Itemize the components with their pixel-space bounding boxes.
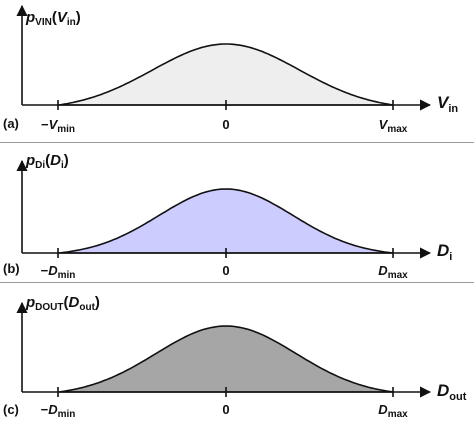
x-label-sub: in: [448, 103, 458, 115]
y-label-arg-sub: out: [79, 302, 95, 313]
tick-label-b-1: 0: [222, 263, 229, 278]
tick-label-b-0: −Dmin: [41, 263, 76, 281]
y-label-open: (: [64, 294, 69, 311]
x-label-sub: out: [449, 391, 466, 403]
tick-label-a-2: Vmax: [379, 117, 408, 135]
tick-main: V: [49, 117, 59, 132]
tick-label-c-2: Dmax: [378, 402, 408, 420]
tick-label-a-1: 0: [222, 117, 229, 132]
tick-sub: min: [58, 270, 76, 281]
y-axis-label-a: pVIN(Vin): [25, 9, 81, 28]
tick-label-a-0: −Vmin: [41, 117, 75, 135]
y-label-arg: V: [57, 9, 69, 26]
y-label-close: ): [64, 152, 69, 169]
tick-prefix: −: [41, 402, 49, 417]
tick-sub: max: [388, 270, 408, 281]
panel-label-c: (c): [3, 402, 19, 417]
y-label-main: p: [25, 294, 35, 311]
y-axis-label-c: pDOUT(Dout): [25, 294, 100, 313]
x-label-sub: i: [449, 251, 452, 263]
tick-main: D: [48, 402, 58, 417]
y-label-sub: VIN: [35, 17, 52, 28]
tick-main: D: [378, 263, 388, 278]
y-label-arg: D: [69, 294, 80, 311]
y-label-sub: Di: [35, 160, 45, 171]
density-area-c: [58, 325, 394, 393]
panel-label-a: (a): [3, 116, 19, 131]
panel-label-b: (b): [3, 261, 20, 276]
y-label-open: (: [45, 152, 50, 169]
tick-main: D: [48, 263, 58, 278]
tick-main: 0: [222, 263, 229, 278]
tick-main: D: [378, 402, 388, 417]
y-label-sub: DOUT: [35, 302, 63, 313]
tick-label-c-1: 0: [222, 402, 229, 417]
tick-main: V: [379, 117, 389, 132]
density-area-a: [58, 43, 394, 106]
y-label-close: ): [95, 294, 100, 311]
tick-main: 0: [222, 117, 229, 132]
tick-prefix: −: [41, 117, 49, 132]
density-area-b: [58, 188, 394, 254]
panel-c: −Dmin 0 Dmax pDOUT(Dout) Dout (c): [0, 282, 474, 422]
panel-b: −Dmin 0 Dmax pDi(Di) Di (b): [0, 142, 474, 282]
y-label-main: p: [25, 9, 35, 26]
tick-label-c-0: −Dmin: [41, 402, 76, 420]
x-axis-label-c: Dout: [437, 381, 467, 403]
panel-a: −Vmin 0 Vmax pVIN(Vin) Vin (a): [0, 0, 474, 142]
y-label-open: (: [52, 9, 57, 26]
tick-sub: min: [57, 124, 75, 135]
x-axis-label-b: Di: [437, 241, 452, 263]
tick-sub: max: [388, 409, 408, 420]
tick-prefix: −: [41, 263, 49, 278]
y-axis-label-b: pDi(Di): [25, 152, 69, 171]
y-label-main: p: [25, 152, 35, 169]
y-label-arg-sub: i: [61, 160, 64, 171]
tick-main: 0: [222, 402, 229, 417]
y-label-arg: D: [50, 152, 61, 169]
tick-sub: max: [387, 124, 407, 135]
y-label-arg-sub: in: [67, 17, 76, 28]
x-axis-label-a: Vin: [437, 93, 458, 115]
y-label-close: ): [76, 9, 81, 26]
x-label-main: V: [437, 93, 450, 112]
tick-label-b-2: Dmax: [378, 263, 408, 281]
x-label-main: D: [437, 381, 449, 400]
x-label-main: D: [437, 241, 449, 260]
tick-sub: min: [58, 409, 76, 420]
